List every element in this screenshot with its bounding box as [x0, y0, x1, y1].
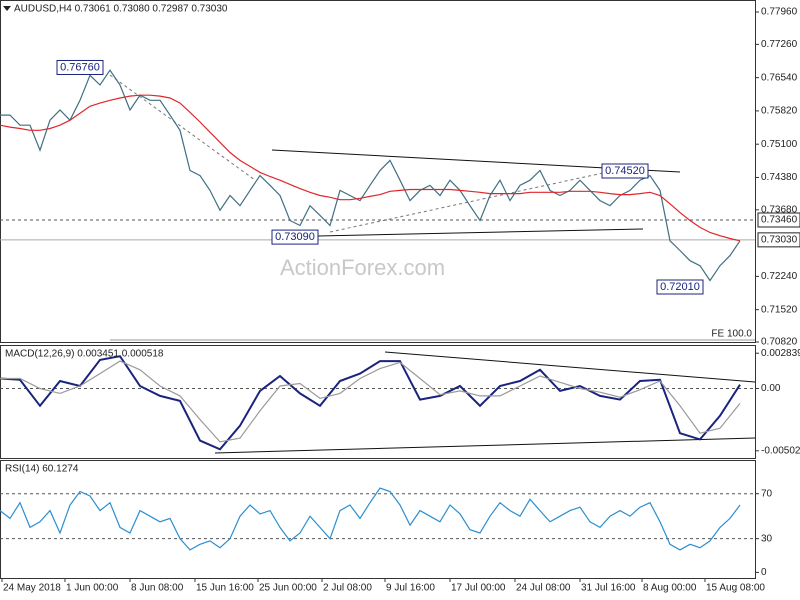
y-tick-label: 0 [761, 567, 767, 578]
swing-box [56, 59, 104, 75]
x-tick-label: 8 Aug 00:00 [643, 583, 697, 594]
watermark: ActionForex.com [280, 255, 445, 280]
y-tick-label: 0.00 [761, 383, 781, 394]
series-line [0, 360, 741, 443]
trend-lines [109, 74, 756, 454]
y-tick-label: 30 [761, 533, 773, 544]
panel-title: AUDUSD,H4 0.73061 0.73080 0.72987 0.7303… [14, 4, 228, 15]
y-tick-label: 0.72240 [761, 271, 798, 282]
panel [0, 460, 756, 579]
y-tick-label: 0.002839 [761, 348, 800, 359]
x-tick-label: 31 Jul 16:00 [581, 583, 636, 594]
y-tick-label: 0.70820 [761, 337, 798, 348]
price-label-box [757, 212, 800, 228]
menu-icon [3, 6, 11, 11]
y-tick-label: 0.74380 [761, 172, 798, 183]
x-tick-label: 2 Jul 08:00 [323, 583, 372, 594]
y-tick-label: 0.75100 [761, 139, 798, 150]
price-label-box [757, 232, 800, 248]
trend-line [329, 164, 641, 233]
y-tick-label: 0.71520 [761, 304, 798, 315]
trend-line [384, 351, 756, 383]
price-label: 0.73030 [761, 235, 798, 246]
series-line [0, 355, 741, 451]
swing-box [601, 163, 649, 179]
y-tick-label: -0.005021 [761, 445, 800, 456]
swing-label: 0.72010 [660, 281, 700, 293]
y-tick-label: 0.76540 [761, 72, 798, 83]
x-tick-label: 8 Jun 08:00 [131, 583, 184, 594]
x-tick-label: 1 Jun 00:00 [66, 583, 119, 594]
series-line [0, 487, 741, 551]
panel [0, 345, 756, 459]
trend-line [214, 437, 756, 454]
swing-box [271, 229, 319, 245]
panel-title: MACD(12,26,9) 0.003451 0.000518 [5, 349, 164, 360]
y-tick-label: 0.77260 [761, 39, 798, 50]
x-tick-label: 17 Jul 00:00 [451, 583, 506, 594]
x-tick-label: 25 Jun 00:00 [259, 583, 317, 594]
panel [0, 0, 756, 343]
y-tick-label: 0.77960 [761, 7, 798, 18]
swing-label: 0.73090 [275, 231, 315, 243]
trend-line [317, 228, 644, 237]
panel-title: RSI(14) 60.1274 [5, 464, 79, 475]
series-line [0, 69, 741, 282]
price-label: 0.73460 [761, 215, 798, 226]
x-tick-label: 24 Jul 08:00 [516, 583, 571, 594]
x-tick-label: 15 Aug 08:00 [706, 583, 765, 594]
y-tick-label: 70 [761, 488, 773, 499]
swing-label: 0.74520 [605, 165, 645, 177]
y-tick-label: 0.73680 [761, 204, 798, 215]
swing-box [656, 279, 704, 295]
series-line [0, 94, 741, 242]
swing-label: 0.76760 [60, 61, 100, 73]
y-tick-label: 0.75820 [761, 106, 798, 117]
x-tick-label: 9 Jul 16:00 [386, 583, 435, 594]
x-tick-label: 15 Jun 16:00 [196, 583, 254, 594]
note: FE 100.0 [711, 329, 752, 340]
x-tick-label: 24 May 2018 [3, 583, 61, 594]
